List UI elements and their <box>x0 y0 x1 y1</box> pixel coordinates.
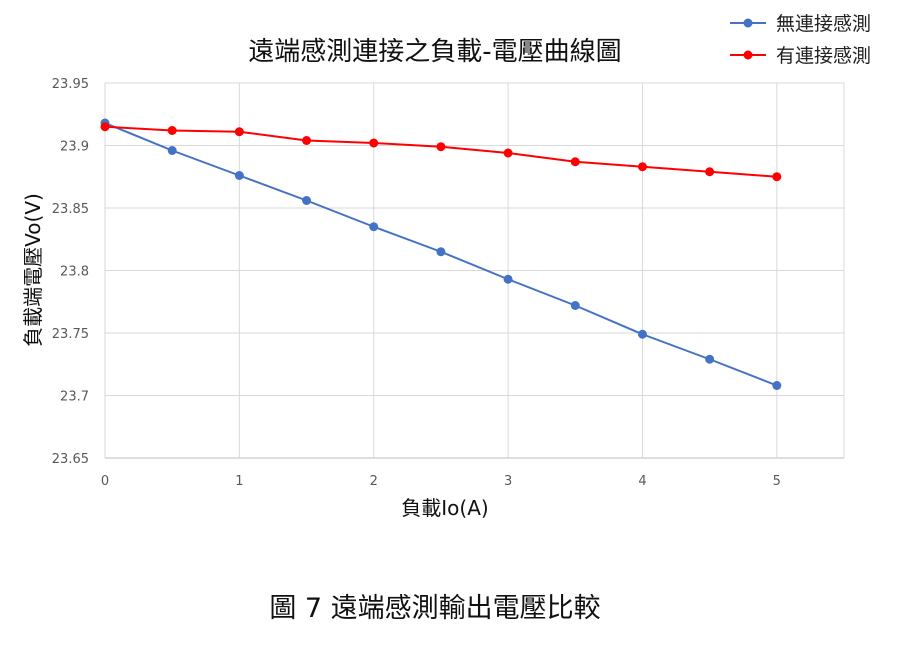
data-point <box>436 142 446 152</box>
x-tick-label: 0 <box>101 474 109 489</box>
data-point <box>772 172 782 182</box>
legend-marker <box>743 50 753 60</box>
y-tick-label: 23.7 <box>60 390 89 405</box>
data-point <box>369 222 379 232</box>
y-tick-label: 23.8 <box>60 265 89 280</box>
data-point <box>772 381 782 390</box>
data-point <box>637 162 647 172</box>
x-tick-label: 3 <box>504 474 512 489</box>
y-tick-label: 23.75 <box>52 327 89 342</box>
data-point <box>369 138 379 148</box>
data-point <box>705 354 715 364</box>
legend-label: 有連接感測 <box>776 45 871 67</box>
y-axis-label: 負載端電壓Vo(V) <box>21 193 45 347</box>
data-point <box>637 329 647 339</box>
y-tick-label: 23.9 <box>60 140 89 155</box>
y-tick-label: 23.85 <box>52 202 89 217</box>
x-axis-label: 負載Io(A) <box>401 496 488 520</box>
data-point <box>234 171 244 180</box>
data-point <box>167 126 177 135</box>
data-point <box>302 196 312 205</box>
legend-label: 無連接感測 <box>776 13 871 35</box>
series-line-2 <box>104 125 777 178</box>
data-point <box>234 127 244 137</box>
data-point <box>503 148 513 158</box>
data-point <box>705 167 715 177</box>
data-point <box>167 146 177 155</box>
y-tick-label: 23.95 <box>52 77 89 92</box>
x-tick-label: 2 <box>370 474 378 489</box>
legend-marker <box>743 18 753 28</box>
data-point <box>570 157 580 167</box>
y-tick-label: 23.65 <box>52 452 89 467</box>
x-tick-label: 4 <box>638 474 646 489</box>
data-point <box>570 301 580 310</box>
data-point <box>503 274 513 284</box>
x-tick-label: 5 <box>773 474 781 489</box>
data-point <box>302 136 312 145</box>
x-tick-label: 1 <box>235 474 243 489</box>
data-point <box>436 247 446 257</box>
figure-caption: 圖 7 遠端感測輸出電壓比較 <box>269 593 601 624</box>
chart-title: 遠端感測連接之負載-電壓曲線圖 <box>248 37 621 67</box>
data-point <box>100 122 110 132</box>
